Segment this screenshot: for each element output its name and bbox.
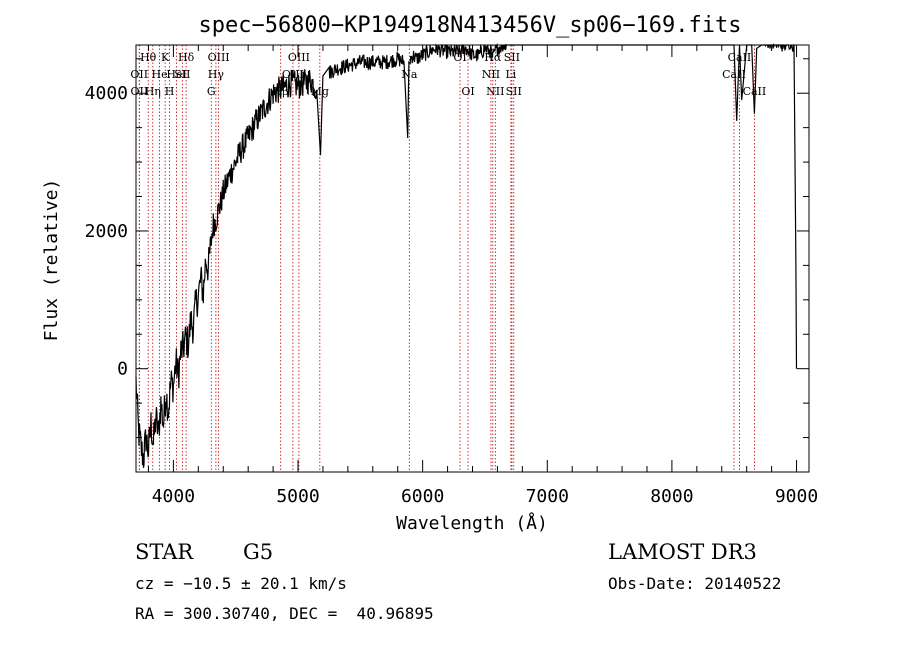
line-marker-label: OII: [130, 68, 148, 81]
y-tick-label: 4000: [85, 83, 128, 104]
obs-date: Obs-Date: 20140522: [608, 574, 782, 593]
line-marker-label: Li: [505, 68, 516, 81]
coordinates-text: RA = 300.30740, DEC = 40.96895: [135, 604, 434, 623]
redshift-text: cz = −10.5 ± 20.1 km/s: [135, 574, 347, 593]
x-tick-label: 8000: [650, 486, 693, 507]
plot-frame: [135, 44, 810, 473]
line-marker-label: Hη: [145, 85, 161, 98]
line-marker-label: SII: [506, 85, 522, 98]
line-marker-label: Hδ: [178, 51, 195, 64]
line-marker-label: Mg: [311, 85, 329, 98]
line-marker-label: K: [161, 51, 170, 64]
spectrum-line: [135, 42, 798, 468]
y-tick-label: 2000: [85, 221, 128, 242]
chart-title: spec−56800−KP194918N413456V_sp06−169.fit…: [198, 13, 741, 38]
line-marker-label: G: [207, 85, 216, 98]
line-marker-label: OI: [461, 85, 474, 98]
line-marker-label: SII: [504, 51, 520, 64]
y-axis: 0 2000 4000: [85, 58, 809, 473]
x-tick-label: 6000: [401, 486, 444, 507]
x-axis-label: Wavelength (Å): [396, 512, 548, 534]
line-marker-label: OIII: [208, 51, 230, 64]
y-axis-label: Flux (relative): [41, 179, 62, 342]
line-marker-label: OIII: [288, 51, 310, 64]
line-marker-label: CaII: [743, 85, 767, 98]
line-marker-label: He: [152, 68, 168, 81]
object-subclass: G5: [243, 540, 274, 564]
line-marker-label: SII: [174, 68, 190, 81]
x-tick-label: 9000: [775, 486, 818, 507]
y-tick-label: 0: [117, 359, 128, 380]
line-marker-label: OI: [453, 51, 466, 64]
line-marker-label: OII: [131, 85, 149, 98]
x-tick-label: 7000: [526, 486, 569, 507]
line-marker-label: Na: [401, 68, 418, 81]
object-class: STAR: [135, 540, 194, 564]
survey-name: LAMOST DR3: [608, 540, 757, 564]
line-marker-label: Hθ: [140, 51, 157, 64]
line-marker-label: H: [165, 85, 175, 98]
line-marker-label: Hγ: [208, 68, 225, 81]
line-marker-label: NII: [482, 68, 500, 81]
line-marker-label: CaII: [722, 68, 746, 81]
x-axis: 4000 5000 6000 7000 8000 9000: [147, 45, 818, 507]
line-marker-label: NII: [486, 85, 504, 98]
x-tick-label: 4000: [152, 486, 195, 507]
line-markers: [138, 45, 755, 472]
line-marker-labels: HθOIIOIIHηHeKHHeISIIHδGHγOIIIHβOIIIOIIIM…: [130, 51, 766, 98]
x-tick-label: 5000: [276, 486, 319, 507]
line-marker-label: HeI: [166, 68, 186, 81]
